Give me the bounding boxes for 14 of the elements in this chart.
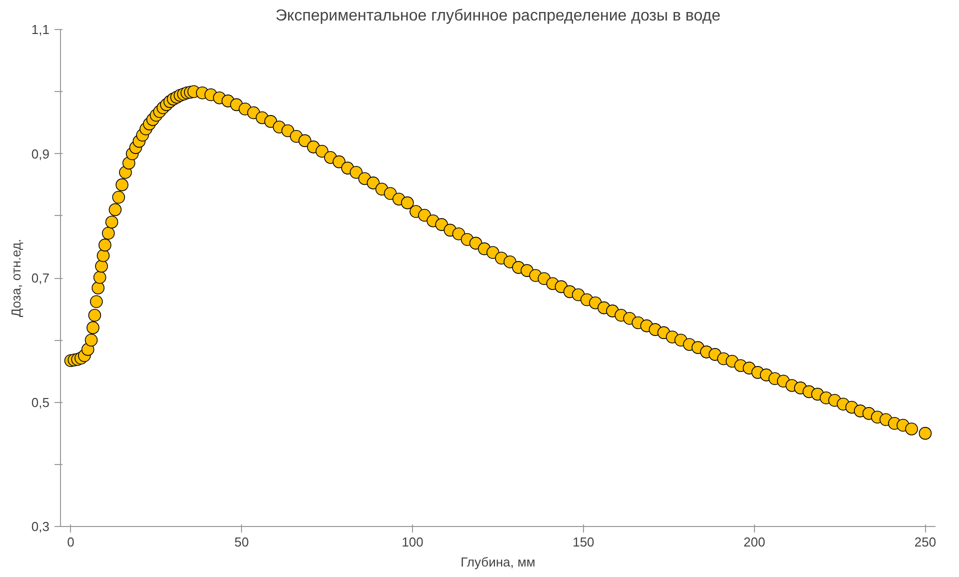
y-tick-label: 0,3 xyxy=(31,519,50,534)
y-tick-label: 0,7 xyxy=(31,270,50,286)
x-tick-label: 50 xyxy=(234,534,249,550)
x-tick-label: 200 xyxy=(744,534,766,550)
chart-title: Экспериментальное глубинное распределение дозы в воде xyxy=(276,8,721,24)
y-axis-title: Доза, отн.ед. xyxy=(8,238,24,318)
x-tick-label: 100 xyxy=(402,534,424,550)
y-tick-label: 1,1 xyxy=(31,22,50,37)
x-axis-title: Глубина, мм xyxy=(460,554,536,570)
y-tick-label: 0,9 xyxy=(31,146,50,162)
y-tick-label: 0,5 xyxy=(31,394,50,410)
x-tick-label: 0 xyxy=(67,534,74,550)
x-tick-label: 250 xyxy=(914,534,936,550)
x-tick-label: 150 xyxy=(572,534,594,550)
